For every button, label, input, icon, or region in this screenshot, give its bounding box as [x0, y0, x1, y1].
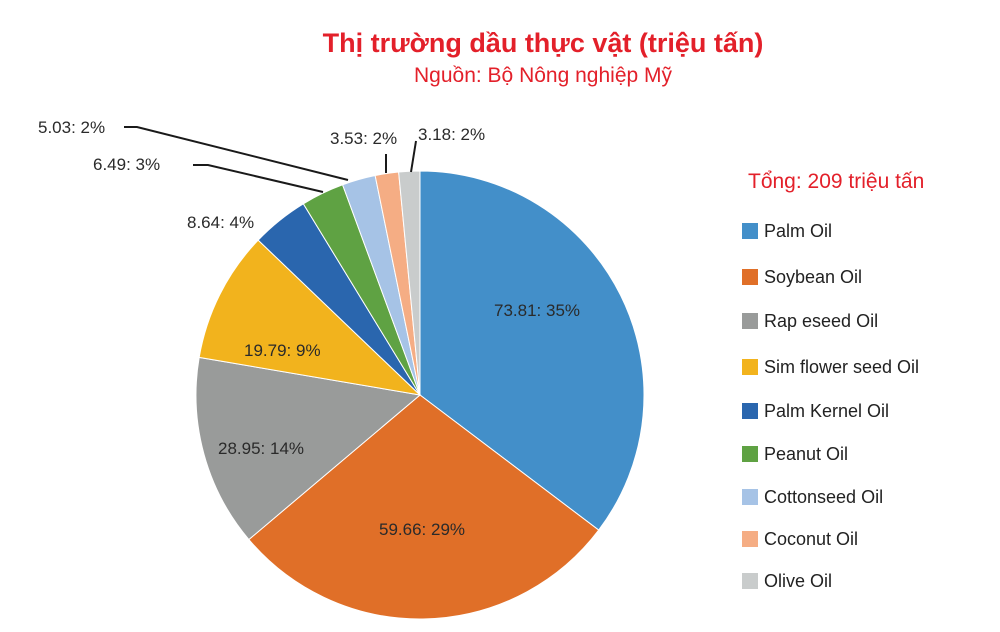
legend-swatch-icon [742, 313, 758, 329]
slice-label-palm-oil: 73.81: 35% [494, 301, 580, 320]
legend-label: Coconut Oil [764, 528, 859, 549]
pie-slices [195, 170, 645, 620]
legend-item: Sim flower seed Oil [742, 355, 919, 379]
legend-label: Soybean Oil [764, 266, 863, 287]
legend-label: Olive Oil [764, 570, 833, 591]
leader-line-cottonseed [124, 126, 349, 181]
chart-subtitle: Nguồn: Bộ Nông nghiệp Mỹ [414, 64, 672, 87]
slice-label-olive-oil: 3.18: 2% [418, 125, 485, 144]
legend-swatch-icon [742, 489, 758, 505]
legend-swatch-icon [742, 269, 758, 285]
legend-item: Olive Oil [742, 569, 832, 593]
pie-slice-palm-oil [419, 170, 645, 531]
slice-label-rapeseed-oil: 28.95: 14% [218, 439, 304, 458]
legend-swatch-icon [742, 403, 758, 419]
leader-line-peanut [193, 164, 324, 193]
pie-slice-olive-oil [398, 170, 421, 396]
legend-label: Palm Kernel Oil [764, 400, 890, 421]
slice-label-coconut-oil: 3.53: 2% [330, 129, 397, 148]
leader-lines [124, 126, 417, 193]
leader-line-olive [410, 140, 417, 173]
legend-swatch-icon [742, 573, 758, 589]
legend-label: Sim flower seed Oil [764, 356, 920, 377]
legend-item: Palm Kernel Oil [742, 399, 889, 423]
pie-slice-sim-flower-seed-oil [198, 239, 422, 396]
legend-swatch-icon [742, 223, 758, 239]
legend-label: Rap eseed Oil [764, 310, 879, 331]
legend-item: Coconut Oil [742, 527, 858, 551]
legend-item: Palm Oil [742, 219, 832, 243]
total-annotation: Tổng: 209 triệu tấn [748, 170, 925, 193]
legend-label: Cottonseed Oil [764, 486, 884, 507]
legend-item: Soybean Oil [742, 265, 862, 289]
slice-label-peanut-oil: 6.49: 3% [93, 155, 160, 174]
legend-item: Cottonseed Oil [742, 485, 883, 509]
slice-label-palm-kernel-oil: 8.64: 4% [187, 213, 254, 232]
slice-label-cottonseed-oil: 5.03: 2% [38, 118, 105, 137]
slice-label-soybean-oil: 59.66: 29% [379, 520, 465, 539]
chart-title: Thị trường dầu thực vật (triệu tấn) [322, 28, 764, 58]
legend-swatch-icon [742, 446, 758, 462]
legend-label: Palm Oil [764, 220, 833, 241]
legend-item: Rap eseed Oil [742, 309, 878, 333]
legend-swatch-icon [742, 359, 758, 375]
legend-label: Peanut Oil [764, 443, 849, 464]
slice-label-sunflower-oil: 19.79: 9% [244, 341, 321, 360]
legend-swatch-icon [742, 531, 758, 547]
legend-item: Peanut Oil [742, 442, 848, 466]
pie-slice-rap-eseed-oil [195, 356, 422, 541]
pie-slice-soybean-oil [248, 394, 600, 620]
